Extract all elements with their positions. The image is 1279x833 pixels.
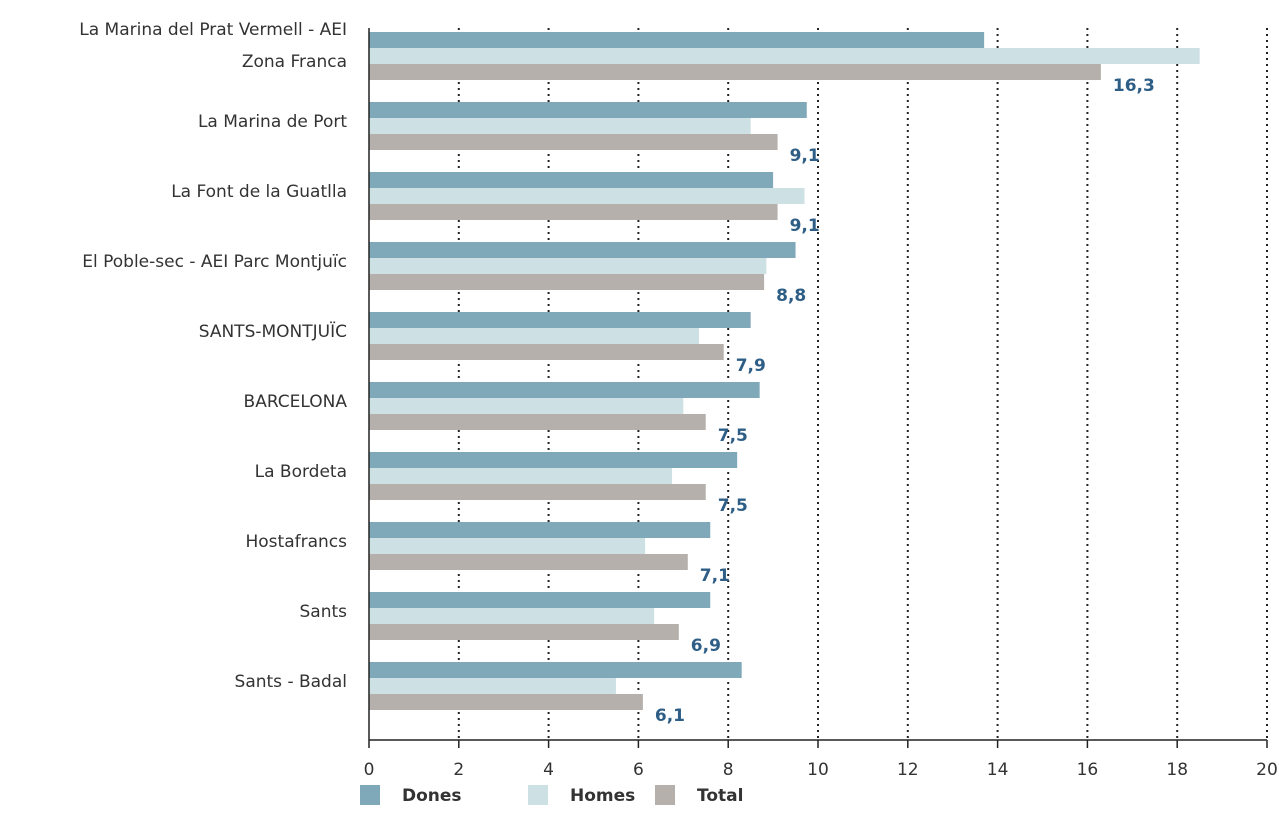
value-label: 6,1: [655, 706, 685, 726]
x-tick-label: 8: [723, 760, 734, 780]
bar: [369, 32, 985, 48]
bar: [369, 242, 796, 258]
bar: [369, 312, 751, 328]
category-label: BARCELONA: [243, 392, 347, 412]
x-tick-label: 20: [1256, 760, 1278, 780]
bar: [369, 662, 742, 678]
bar: [369, 134, 778, 150]
category-label: SANTS-MONTJUÏC: [198, 322, 347, 342]
value-label: 9,1: [790, 146, 820, 166]
x-tick-label: 2: [453, 760, 464, 780]
bar: [369, 538, 646, 554]
value-label: 7,1: [700, 566, 730, 586]
bar: [369, 452, 738, 468]
x-tick-label: 0: [364, 760, 375, 780]
value-label: 7,5: [718, 496, 748, 516]
bar: [369, 118, 751, 134]
category-label: La Marina del Prat Vermell - AEI Zona Fr…: [79, 20, 347, 72]
bar: [369, 608, 655, 624]
bar: [369, 172, 774, 188]
bar: [369, 102, 807, 118]
value-label: 8,8: [776, 286, 806, 306]
bar: [369, 522, 711, 538]
legend-swatch: [655, 785, 675, 805]
value-label: 7,5: [718, 426, 748, 446]
bar: [369, 48, 1200, 64]
category-label: Sants - Badal: [234, 672, 347, 692]
category-label: La Marina de Port: [197, 112, 347, 132]
value-label: 16,3: [1113, 76, 1155, 96]
bar: [369, 328, 700, 344]
bar: [369, 64, 1101, 80]
bar: [369, 382, 760, 398]
legend-label: Homes: [570, 786, 635, 806]
bar: [369, 398, 684, 414]
bar: [369, 554, 688, 570]
bar: [369, 258, 767, 274]
value-label: 7,9: [736, 356, 766, 376]
bar: [369, 188, 805, 204]
bar: [369, 624, 679, 640]
bar: [369, 678, 616, 694]
bar: [369, 592, 711, 608]
category-label: Hostafrancs: [245, 532, 348, 552]
x-tick-label: 16: [1077, 760, 1099, 780]
category-label: La Font de la Guatlla: [171, 182, 347, 202]
category-label: La Bordeta: [254, 462, 347, 482]
legend-swatch: [360, 785, 380, 805]
bar: [369, 274, 765, 290]
x-tick-label: 12: [897, 760, 919, 780]
legend-swatch: [528, 785, 548, 805]
bar: [369, 204, 778, 220]
legend-label: Total: [697, 786, 743, 806]
bar: [369, 344, 724, 360]
x-tick-label: 10: [807, 760, 829, 780]
x-tick-label: 14: [987, 760, 1009, 780]
value-label: 9,1: [790, 216, 820, 236]
value-label: 6,9: [691, 636, 721, 656]
bar: [369, 694, 643, 710]
bar: [369, 468, 673, 484]
x-tick-label: 4: [543, 760, 554, 780]
x-tick-label: 6: [633, 760, 644, 780]
bar: [369, 484, 706, 500]
x-tick-label: 18: [1166, 760, 1188, 780]
bar: [369, 414, 706, 430]
category-label: El Poble-sec - AEI Parc Montjuïc: [82, 252, 347, 272]
category-label: Sants: [299, 602, 347, 622]
legend-label: Dones: [402, 786, 462, 806]
